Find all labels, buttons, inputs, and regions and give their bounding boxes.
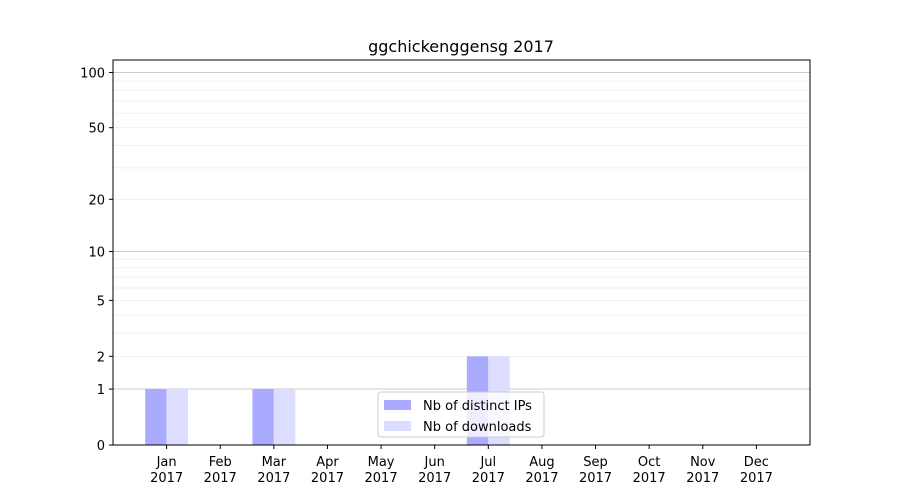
x-tick-label: Aug 2017: [525, 455, 558, 486]
x-tick-label: Oct 2017: [633, 455, 666, 486]
x-tick-label: Sep 2017: [579, 455, 612, 486]
legend-swatch: [384, 400, 411, 410]
bar-downloads: [166, 389, 189, 445]
y-tick-label: 50: [88, 122, 105, 137]
chart-title: ggchickenggensg 2017: [368, 37, 554, 56]
x-tick-label: Jan 2017: [150, 455, 183, 486]
y-tick-label: 20: [88, 193, 105, 208]
bar-distinct-ips: [252, 389, 274, 445]
legend-label: Nb of downloads: [423, 420, 532, 435]
legend-swatch: [384, 421, 411, 431]
plot-frame: [112, 59, 811, 446]
bar-distinct-ips: [145, 389, 167, 445]
y-tick-label: 10: [88, 245, 105, 260]
y-tick-label: 5: [97, 294, 105, 309]
y-tick-label: 100: [80, 67, 105, 82]
legend-label: Nb of distinct IPs: [423, 399, 532, 414]
y-tick-label: 0: [97, 439, 105, 454]
x-tick-label: Feb 2017: [204, 455, 237, 486]
legend: Nb of distinct IPs Nb of downloads: [377, 391, 545, 438]
x-tick-label: Apr 2017: [311, 455, 344, 486]
y-axis: 0 1 2 5 10 20 50 100: [80, 67, 113, 454]
legend-box: [377, 391, 545, 438]
x-tick-label: Mar 2017: [257, 455, 290, 486]
grid: [113, 72, 810, 390]
x-tick-label: Dec 2017: [740, 455, 773, 486]
x-tick-label: Jul 2017: [472, 455, 505, 486]
bar-downloads: [273, 389, 296, 445]
y-tick-label: 1: [97, 383, 105, 398]
x-tick-label: May 2017: [365, 455, 398, 486]
y-tick-label: 2: [97, 350, 105, 365]
x-tick-label: Jun 2017: [418, 455, 451, 486]
x-axis: Jan 2017 Feb 2017 Mar 2017 Apr 2017 May 2017 Jun 20…: [150, 445, 773, 486]
x-tick-label: Nov 2017: [686, 455, 719, 486]
